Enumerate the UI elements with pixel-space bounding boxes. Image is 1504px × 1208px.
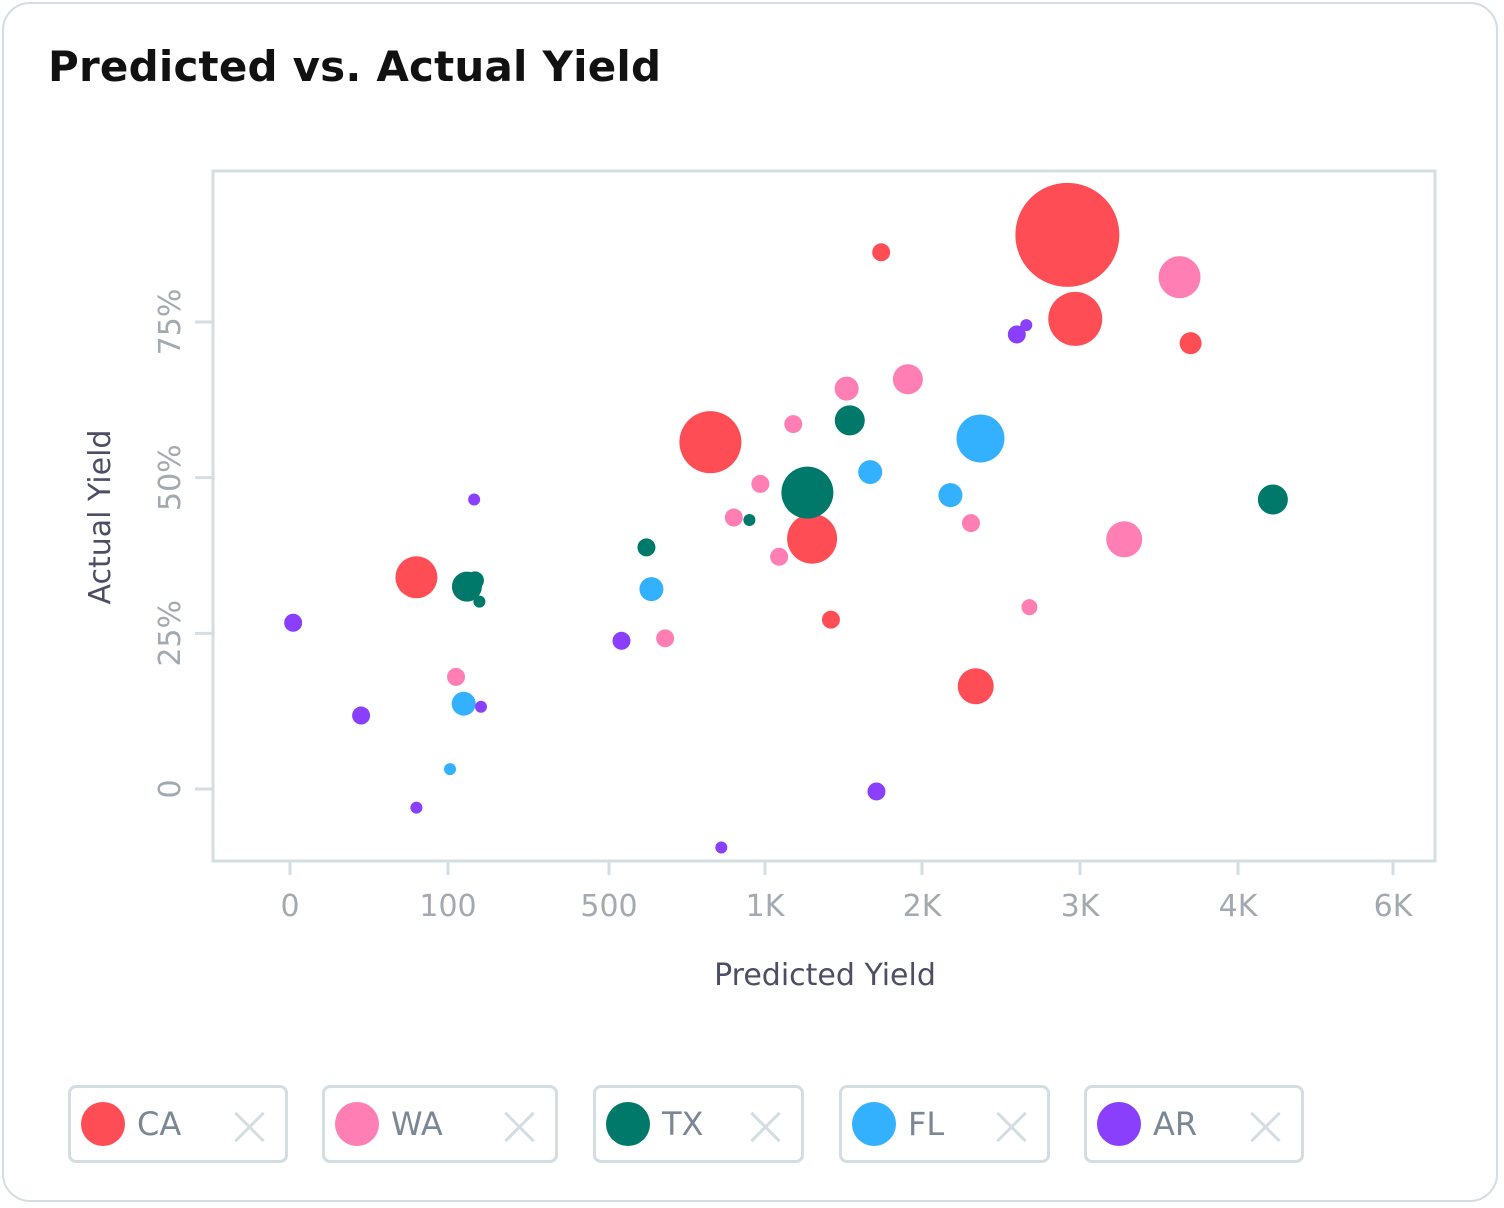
data-point-tx[interactable] xyxy=(781,466,834,519)
data-point-ca[interactable] xyxy=(395,556,438,599)
x-tick-label: 500 xyxy=(580,889,637,924)
x-tick-label: 3K xyxy=(1061,889,1101,924)
data-point-fl[interactable] xyxy=(858,460,883,485)
legend-swatch-icon xyxy=(606,1102,650,1146)
y-tick-label: 0 xyxy=(153,779,188,798)
close-icon[interactable] xyxy=(749,1110,783,1144)
legend-item-ca[interactable]: CA xyxy=(68,1085,288,1163)
data-point-ar[interactable] xyxy=(410,801,423,814)
x-axis-title: Predicted Yield xyxy=(714,958,936,993)
data-point-wa[interactable] xyxy=(961,514,980,533)
x-tick-label: 1K xyxy=(746,889,786,924)
x-tick-label: 2K xyxy=(903,889,943,924)
data-point-ca[interactable] xyxy=(1179,332,1202,355)
plot-area xyxy=(211,169,1437,863)
data-point-ar[interactable] xyxy=(475,700,488,713)
data-point-wa[interactable] xyxy=(1158,256,1201,299)
data-point-ca[interactable] xyxy=(679,411,742,474)
legend-label: WA xyxy=(391,1105,443,1143)
close-icon[interactable] xyxy=(995,1110,1029,1144)
x-tick-label: 0 xyxy=(280,889,299,924)
data-point-ca[interactable] xyxy=(872,243,891,262)
data-point-wa[interactable] xyxy=(447,667,466,686)
data-point-ar[interactable] xyxy=(612,631,631,650)
legend-swatch-icon xyxy=(335,1102,379,1146)
data-point-ar[interactable] xyxy=(468,493,481,506)
y-axis-title: Actual Yield xyxy=(83,430,118,605)
legend-item-tx[interactable]: TX xyxy=(593,1085,804,1163)
legend-label: TX xyxy=(662,1105,704,1143)
legend-label: CA xyxy=(137,1105,182,1143)
legend-label: AR xyxy=(1153,1105,1198,1143)
data-point-wa[interactable] xyxy=(656,629,675,648)
data-point-ca[interactable] xyxy=(1048,291,1103,346)
data-point-fl[interactable] xyxy=(444,763,457,776)
data-point-ar[interactable] xyxy=(715,841,728,854)
data-point-tx[interactable] xyxy=(473,595,486,608)
legend-item-wa[interactable]: WA xyxy=(322,1085,558,1163)
data-point-wa[interactable] xyxy=(834,376,859,401)
legend-swatch-icon xyxy=(852,1102,896,1146)
data-point-ar[interactable] xyxy=(284,613,303,632)
data-point-ca[interactable] xyxy=(957,668,994,705)
data-point-ca[interactable] xyxy=(1015,182,1120,287)
legend-swatch-icon xyxy=(81,1102,125,1146)
data-point-fl[interactable] xyxy=(451,691,476,716)
data-point-ar[interactable] xyxy=(1007,325,1026,344)
x-tick-label: 4K xyxy=(1219,889,1259,924)
legend-label: FL xyxy=(908,1105,945,1143)
data-point-wa[interactable] xyxy=(770,547,789,566)
data-point-tx[interactable] xyxy=(834,405,865,436)
y-tick-label: 75% xyxy=(153,289,188,356)
x-tick-label: 6K xyxy=(1374,889,1414,924)
data-point-ar[interactable] xyxy=(867,782,886,801)
data-point-wa[interactable] xyxy=(751,474,770,493)
data-point-wa[interactable] xyxy=(1106,521,1143,558)
scatter-chart: 0 100 500 1K 2K 3K 4K 6K 0 25% 50% 75% Predicted Y… xyxy=(83,169,1437,993)
legend-item-ar[interactable]: AR xyxy=(1084,1085,1304,1163)
close-icon[interactable] xyxy=(503,1110,537,1144)
data-point-wa[interactable] xyxy=(1021,599,1038,616)
data-point-tx[interactable] xyxy=(637,538,656,557)
data-point-wa[interactable] xyxy=(724,508,743,527)
data-point-wa[interactable] xyxy=(784,415,803,434)
data-point-fl[interactable] xyxy=(956,414,1005,463)
legend-swatch-icon xyxy=(1097,1102,1141,1146)
close-icon[interactable] xyxy=(1249,1110,1283,1144)
data-point-tx[interactable] xyxy=(743,514,756,527)
data-point-tx[interactable] xyxy=(1257,484,1288,515)
data-point-wa[interactable] xyxy=(892,364,923,395)
close-icon[interactable] xyxy=(233,1110,267,1144)
y-tick-label: 25% xyxy=(153,600,188,667)
x-tick-label: 100 xyxy=(419,889,476,924)
chart-title: Predicted vs. Actual Yield xyxy=(48,42,662,91)
data-point-fl[interactable] xyxy=(639,577,664,602)
data-point-tx[interactable] xyxy=(465,571,484,590)
data-point-ca[interactable] xyxy=(787,513,838,564)
y-tick-label: 50% xyxy=(153,444,188,511)
data-point-ar[interactable] xyxy=(352,706,371,725)
data-point-ca[interactable] xyxy=(821,610,840,629)
data-point-ar[interactable] xyxy=(1020,319,1033,332)
data-point-fl[interactable] xyxy=(938,483,963,508)
legend-item-fl[interactable]: FL xyxy=(839,1085,1050,1163)
